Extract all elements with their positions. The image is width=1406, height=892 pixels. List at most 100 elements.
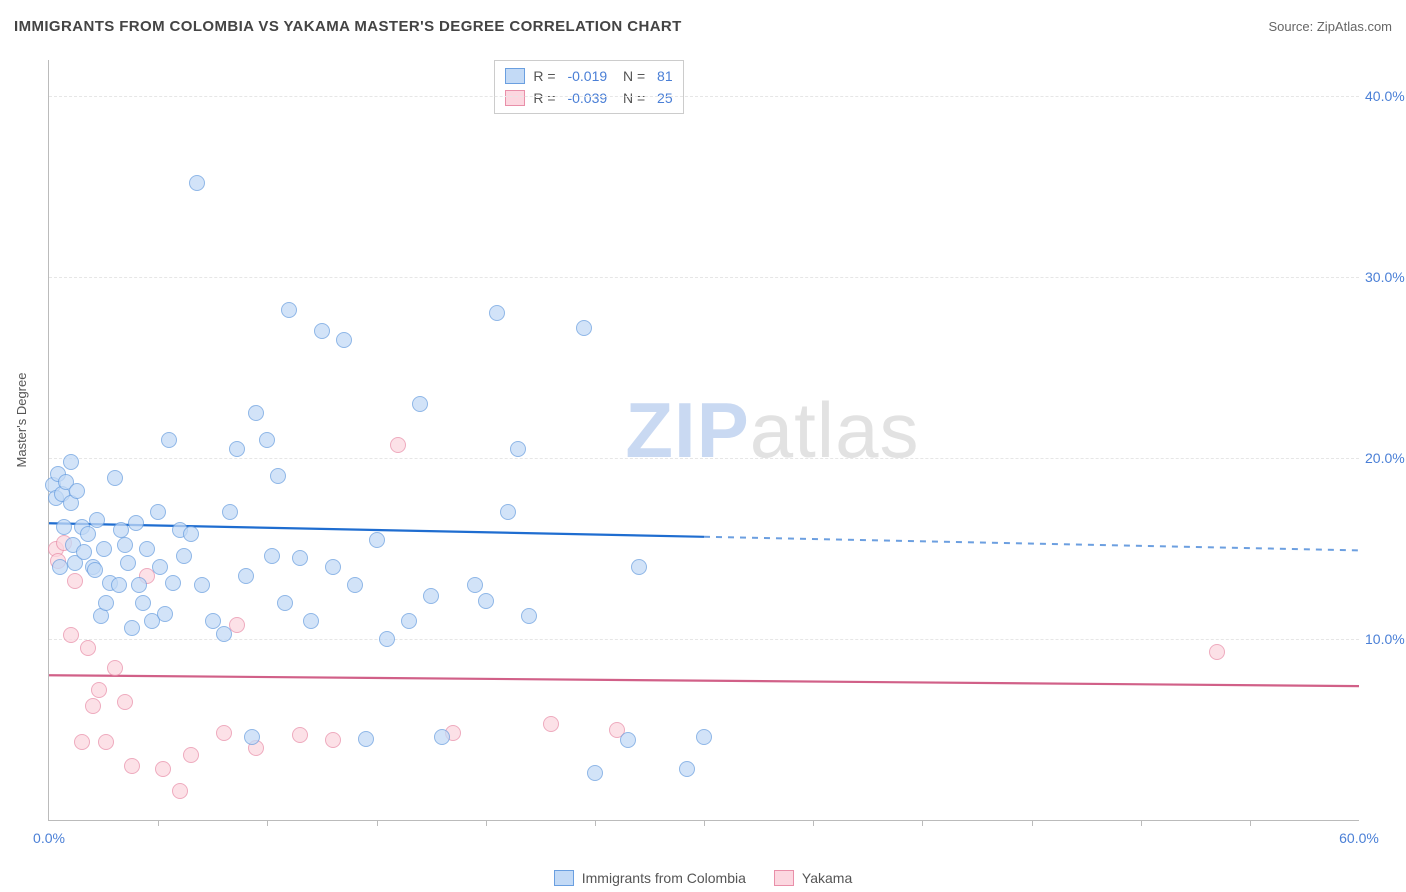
colombia-point	[107, 470, 123, 486]
colombia-point	[183, 526, 199, 542]
colombia-point	[412, 396, 428, 412]
legend-bottom-label: Immigrants from Colombia	[582, 870, 746, 886]
colombia-point	[478, 593, 494, 609]
colombia-point	[69, 483, 85, 499]
legend-n-label: N =	[615, 68, 645, 84]
legend-top: R = -0.019 N = 81R = -0.039 N = 25	[494, 60, 683, 114]
colombia-point	[52, 559, 68, 575]
legend-bottom: Immigrants from Colombia Yakama	[0, 870, 1406, 886]
colombia-point	[120, 555, 136, 571]
x-tick-mark	[704, 820, 705, 826]
colombia-swatch-icon	[554, 870, 574, 886]
colombia-point	[152, 559, 168, 575]
y-tick-label: 10.0%	[1365, 631, 1406, 647]
colombia-point	[244, 729, 260, 745]
yakama-point	[1209, 644, 1225, 660]
colombia-point	[135, 595, 151, 611]
colombia-point	[176, 548, 192, 564]
colombia-point	[87, 562, 103, 578]
gridline-h	[49, 458, 1359, 459]
colombia-point	[696, 729, 712, 745]
colombia-point	[521, 608, 537, 624]
yakama-point	[172, 783, 188, 799]
colombia-point	[56, 519, 72, 535]
colombia-point	[587, 765, 603, 781]
colombia-point	[303, 613, 319, 629]
colombia-point	[165, 575, 181, 591]
colombia-point	[80, 526, 96, 542]
yakama-point	[216, 725, 232, 741]
gridline-h	[49, 96, 1359, 97]
x-tick-mark	[1141, 820, 1142, 826]
watermark-zip: ZIP	[625, 386, 749, 474]
gridline-h	[49, 639, 1359, 640]
yakama-point	[390, 437, 406, 453]
y-tick-label: 40.0%	[1365, 88, 1406, 104]
legend-bottom-item-colombia: Immigrants from Colombia	[554, 870, 746, 886]
colombia-point	[620, 732, 636, 748]
colombia-point	[89, 512, 105, 528]
x-tick-mark	[595, 820, 596, 826]
colombia-point	[270, 468, 286, 484]
colombia-point	[98, 595, 114, 611]
colombia-point	[124, 620, 140, 636]
y-tick-label: 30.0%	[1365, 269, 1406, 285]
x-tick-mark	[377, 820, 378, 826]
yakama-point	[91, 682, 107, 698]
yakama-swatch-icon	[505, 90, 525, 106]
colombia-point	[216, 626, 232, 642]
colombia-swatch-icon	[505, 68, 525, 84]
colombia-point	[358, 731, 374, 747]
scatter-plot: ZIPatlas R = -0.019 N = 81R = -0.039 N =…	[48, 60, 1359, 821]
yakama-point	[117, 694, 133, 710]
yakama-point	[98, 734, 114, 750]
colombia-point	[510, 441, 526, 457]
legend-bottom-label: Yakama	[802, 870, 852, 886]
colombia-point	[238, 568, 254, 584]
colombia-point	[229, 441, 245, 457]
x-tick-mark	[486, 820, 487, 826]
regression-lines	[49, 60, 1359, 820]
legend-top-row-colombia: R = -0.019 N = 81	[505, 65, 672, 87]
legend-n-value: 81	[653, 68, 672, 84]
yakama-point	[155, 761, 171, 777]
yakama-point	[124, 758, 140, 774]
colombia-point	[63, 454, 79, 470]
yakama-point	[325, 732, 341, 748]
legend-n-label: N =	[615, 90, 645, 106]
legend-r-value: -0.019	[564, 68, 608, 84]
watermark: ZIPatlas	[625, 385, 919, 476]
yakama-point	[292, 727, 308, 743]
yakama-point	[74, 734, 90, 750]
colombia-point	[489, 305, 505, 321]
colombia-point	[379, 631, 395, 647]
x-tick-mark	[158, 820, 159, 826]
colombia-point	[292, 550, 308, 566]
legend-r-label: R =	[533, 68, 555, 84]
colombia-point	[277, 595, 293, 611]
legend-r-value: -0.039	[564, 90, 608, 106]
yakama-point	[63, 627, 79, 643]
colombia-point	[131, 577, 147, 593]
x-tick-mark	[267, 820, 268, 826]
yakama-swatch-icon	[774, 870, 794, 886]
yakama-point	[80, 640, 96, 656]
colombia-point	[434, 729, 450, 745]
source-label: Source: ZipAtlas.com	[1268, 19, 1392, 34]
colombia-regression-dashed	[704, 537, 1359, 551]
legend-bottom-item-yakama: Yakama	[774, 870, 852, 886]
colombia-point	[189, 175, 205, 191]
colombia-point	[128, 515, 144, 531]
x-tick-label: 60.0%	[1339, 830, 1379, 846]
colombia-point	[467, 577, 483, 593]
y-axis-label: Master's Degree	[14, 373, 29, 468]
colombia-point	[264, 548, 280, 564]
gridline-h	[49, 277, 1359, 278]
yakama-point	[543, 716, 559, 732]
colombia-point	[281, 302, 297, 318]
colombia-point	[139, 541, 155, 557]
x-tick-mark	[1250, 820, 1251, 826]
colombia-point	[117, 537, 133, 553]
x-tick-mark	[1032, 820, 1033, 826]
legend-top-row-yakama: R = -0.039 N = 25	[505, 87, 672, 109]
